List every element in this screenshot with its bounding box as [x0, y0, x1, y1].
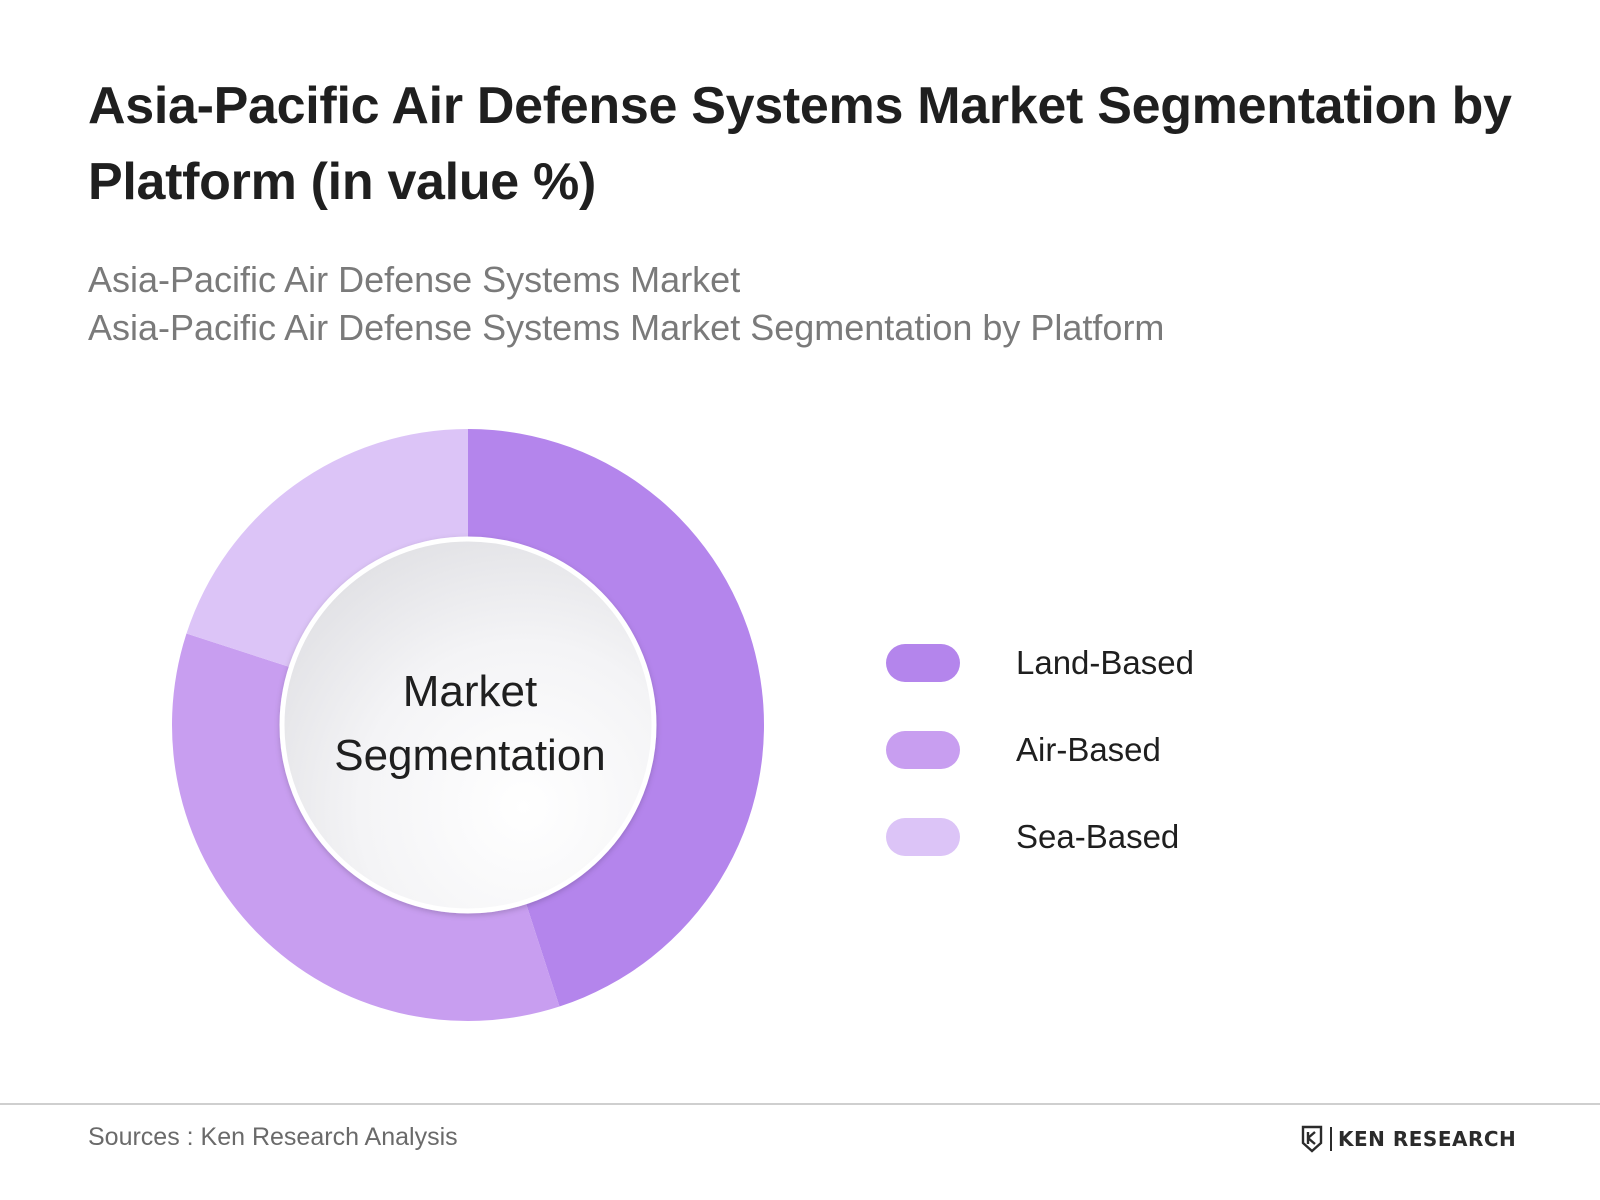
slice-air-based — [171, 633, 560, 1022]
legend-swatch-sea-based — [886, 818, 960, 856]
slice-land-based — [468, 429, 765, 1007]
subtitle-line-2: Asia-Pacific Air Defense Systems Market … — [88, 307, 1165, 348]
slice-sea-based — [186, 429, 468, 668]
donut-center-label: Market Segmentation — [290, 660, 650, 788]
brand-name: KEN RESEARCH — [1338, 1127, 1517, 1151]
legend-label-sea-based: Sea-Based — [1016, 818, 1180, 855]
center-label-line-2: Segmentation — [334, 731, 606, 780]
legend-label-air-based: Air-Based — [1016, 731, 1161, 768]
brand-mark: KEN RESEARCH — [1300, 1123, 1516, 1155]
sources-note: Sources : Ken Research Analysis — [88, 1123, 458, 1151]
legend-swatch-land-based — [886, 644, 960, 682]
center-label-line-1: Market — [402, 667, 538, 716]
legend-label-land-based: Land-Based — [1016, 644, 1194, 681]
chart-title: Asia-Pacific Air Defense Systems Market … — [88, 77, 1512, 211]
chart-subtitle: Asia-Pacific Air Defense Systems Market … — [88, 256, 1488, 352]
brand-separator — [1330, 1127, 1332, 1151]
subtitle-line-1: Asia-Pacific Air Defense Systems Market — [88, 259, 741, 300]
donut-slices — [171, 429, 765, 1022]
footer-divider — [0, 1103, 1600, 1105]
legend-swatch-air-based — [886, 731, 960, 769]
ken-research-logo-icon — [1301, 1125, 1323, 1153]
donut-hole — [279, 536, 657, 914]
